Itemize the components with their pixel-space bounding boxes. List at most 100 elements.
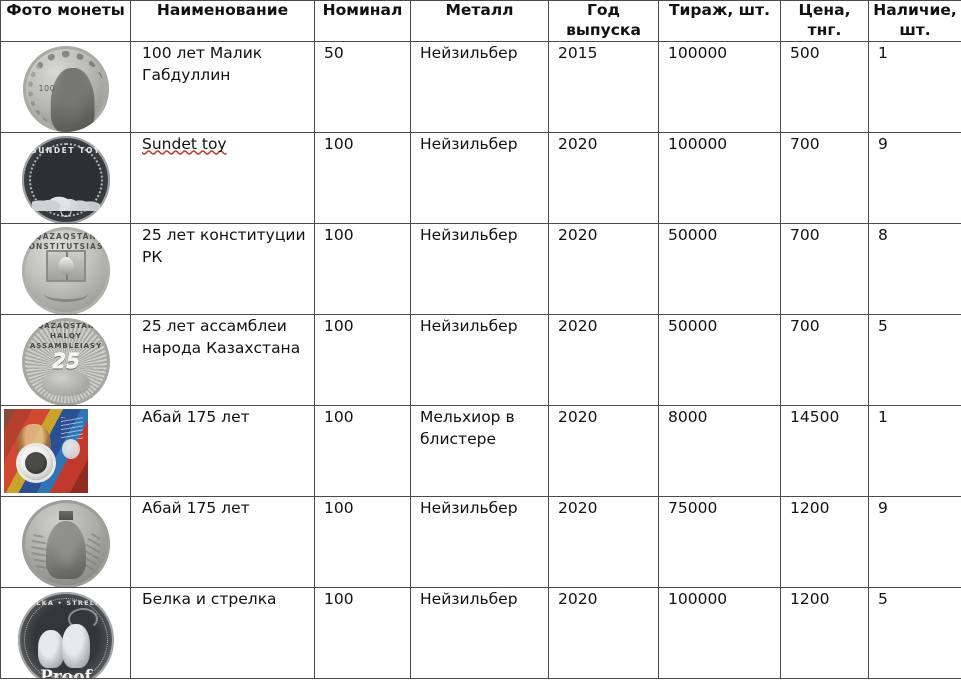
coin-metal-cell: Мельхиор в блистере bbox=[410, 404, 549, 497]
coin-image-malik-gabdullin: 100 bbox=[23, 45, 109, 132]
coin-image-belka-strelka: BELKA • STRELKA Proof www.proof-coins.kz bbox=[18, 591, 114, 678]
coin-photo-cell: QAZAQSTAN HALQY ASSAMBLEIASY 25 bbox=[0, 313, 131, 406]
coin-denomination-cell: 100 bbox=[314, 404, 411, 497]
proof-watermark-url: www.proof-coins.kz bbox=[51, 674, 81, 678]
coin-year-cell: 2015 bbox=[548, 40, 659, 133]
column-header-name: Наименование bbox=[130, 0, 315, 42]
coin-availability-cell: 1 bbox=[868, 404, 961, 497]
blister-coin-window bbox=[19, 445, 54, 480]
coin-denomination-cell: 100 bbox=[314, 586, 411, 679]
coin-dog-relief-left bbox=[38, 629, 64, 668]
column-header-price-line2: тнг. bbox=[807, 20, 842, 39]
column-header-price-line1: Цена, bbox=[798, 1, 851, 19]
coin-center-numeral: 25 bbox=[52, 349, 80, 374]
table-row: QAZAQSTAN KONSTITUTSIASY 25 лет конститу… bbox=[0, 222, 961, 315]
coin-portrait-relief bbox=[46, 520, 86, 579]
coin-price-cell: 1200 bbox=[780, 586, 869, 679]
coin-name-cell: Sundet toy bbox=[130, 131, 315, 224]
table-row: SUNDET TOY Sundet toy 100 Нейзильбер 202… bbox=[0, 131, 961, 224]
column-header-price: Цена, тнг. bbox=[780, 0, 869, 42]
coin-image-abai-blister bbox=[4, 408, 88, 493]
coin-legend-text: SUNDET TOY bbox=[31, 145, 101, 155]
coin-legend-text: QAZAQSTAN HALQY ASSAMBLEIASY bbox=[29, 321, 103, 350]
coin-metal-cell: Нейзильбер bbox=[410, 131, 549, 224]
coin-price-cell: 700 bbox=[780, 222, 869, 315]
column-header-availability: Наличие, шт. bbox=[868, 0, 961, 42]
coin-metal-cell: Нейзильбер bbox=[410, 222, 549, 315]
coin-year-cell: 2020 bbox=[548, 495, 659, 588]
coin-image-assembly: QAZAQSTAN HALQY ASSAMBLEIASY 25 bbox=[22, 317, 110, 405]
table-row: Абай 175 лет 100 Мельхиор в блистере 202… bbox=[0, 404, 961, 497]
coin-portrait-relief bbox=[50, 68, 95, 132]
coin-rim-decoration bbox=[24, 597, 108, 678]
coin-price-cell: 1200 bbox=[780, 495, 869, 588]
coin-coat-of-arms-relief bbox=[58, 256, 74, 275]
coin-availability-cell: 5 bbox=[868, 586, 961, 679]
column-header-availability-line2: шт. bbox=[899, 20, 931, 39]
column-header-mintage: Тираж, шт. bbox=[658, 0, 781, 42]
coin-image-constitution: QAZAQSTAN KONSTITUTSIASY bbox=[22, 226, 110, 314]
coin-top-relief bbox=[59, 510, 73, 520]
coin-globe-relief bbox=[42, 369, 90, 396]
coin-mintage-cell: 100000 bbox=[658, 40, 781, 133]
coin-orbit-relief bbox=[68, 607, 98, 630]
column-header-denomination: Номинал bbox=[314, 0, 411, 42]
coin-availability-cell: 8 bbox=[868, 222, 961, 315]
coin-price-cell: 700 bbox=[780, 131, 869, 224]
coin-price-cell: 500 bbox=[780, 40, 869, 133]
coin-dog-relief-right bbox=[62, 623, 90, 668]
coin-name-misspelled: Sundet toy bbox=[142, 134, 227, 153]
coin-metal-cell: Нейзильбер bbox=[410, 586, 549, 679]
coin-mintage-cell: 50000 bbox=[658, 222, 781, 315]
table-row: 100 100 лет Малик Габдуллин 50 Нейзильбе… bbox=[0, 40, 961, 133]
coin-figures-relief bbox=[32, 176, 100, 211]
coin-photo-cell bbox=[0, 404, 131, 497]
coin-rim-decoration bbox=[28, 50, 104, 127]
coin-name-cell: 25 лет конституции РК bbox=[130, 222, 315, 315]
coin-photo-cell: SUNDET TOY bbox=[0, 131, 131, 224]
table-row: QAZAQSTAN HALQY ASSAMBLEIASY 25 25 лет а… bbox=[0, 313, 961, 406]
coin-price-cell: 14500 bbox=[780, 404, 869, 497]
coin-year-cell: 2020 bbox=[548, 131, 659, 224]
coin-availability-cell: 9 bbox=[868, 495, 961, 588]
coin-year-cell: 2020 bbox=[548, 586, 659, 679]
blister-printed-text bbox=[60, 417, 83, 440]
column-header-availability-line1: Наличие, bbox=[873, 1, 957, 19]
coin-photo-cell: QAZAQSTAN KONSTITUTSIASY bbox=[0, 222, 131, 315]
blister-second-window bbox=[61, 438, 80, 459]
coin-wreath-relief bbox=[44, 286, 88, 302]
coin-year-cell: 2020 bbox=[548, 313, 659, 406]
column-header-photo: Фото монеты bbox=[0, 0, 131, 42]
coin-mintage-cell: 100000 bbox=[658, 586, 781, 679]
coin-emblem-relief bbox=[60, 205, 72, 217]
coin-name-cell: Белка и стрелка bbox=[130, 586, 315, 679]
table-row: Абай 175 лет 100 Нейзильбер 2020 75000 1… bbox=[0, 495, 961, 588]
coin-metal-cell: Нейзильбер bbox=[410, 313, 549, 406]
coin-denomination-cell: 100 bbox=[314, 131, 411, 224]
coin-price-cell: 700 bbox=[780, 313, 869, 406]
coin-image-sundet-toy: SUNDET TOY bbox=[22, 135, 110, 223]
coin-metal-cell: Нейзильбер bbox=[410, 40, 549, 133]
coin-photo-cell: 100 bbox=[0, 40, 131, 133]
table-header-row: Фото монеты Наименование Номинал Металл … bbox=[0, 0, 961, 42]
column-header-year-line2: выпуска bbox=[566, 20, 641, 39]
coin-denomination-cell: 100 bbox=[314, 222, 411, 315]
column-header-year: Год выпуска bbox=[548, 0, 659, 42]
coin-denomination-cell: 100 bbox=[314, 313, 411, 406]
coin-denomination-relief: 100 bbox=[38, 84, 56, 94]
coin-metal-cell: Нейзильбер bbox=[410, 495, 549, 588]
column-header-year-line1: Год bbox=[586, 1, 621, 19]
coin-name-cell: Абай 175 лет bbox=[130, 404, 315, 497]
coin-mintage-cell: 100000 bbox=[658, 131, 781, 224]
coin-availability-cell: 5 bbox=[868, 313, 961, 406]
coin-name-cell: 100 лет Малик Габдуллин bbox=[130, 40, 315, 133]
coin-year-cell: 2020 bbox=[548, 222, 659, 315]
coin-photo-cell: BELKA • STRELKA Proof www.proof-coins.kz bbox=[0, 586, 131, 679]
coin-image-abai bbox=[22, 499, 110, 587]
coin-availability-cell: 1 bbox=[868, 40, 961, 133]
coin-mintage-cell: 50000 bbox=[658, 313, 781, 406]
coin-legend-text: BELKA • STRELKA bbox=[24, 598, 108, 607]
coin-photo-cell bbox=[0, 495, 131, 588]
proof-watermark: Proof bbox=[40, 666, 92, 678]
table-row: BELKA • STRELKA Proof www.proof-coins.kz… bbox=[0, 586, 961, 679]
